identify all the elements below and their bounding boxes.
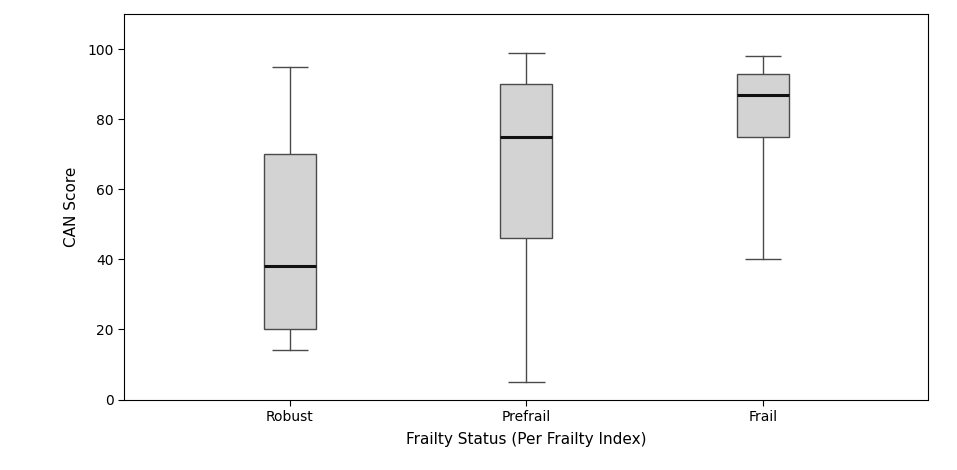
Bar [737,74,789,137]
Y-axis label: CAN Score: CAN Score [64,166,79,247]
Bar [501,84,552,238]
X-axis label: Frailty Status (Per Frailty Index): Frailty Status (Per Frailty Index) [406,432,647,447]
Bar [264,154,316,329]
